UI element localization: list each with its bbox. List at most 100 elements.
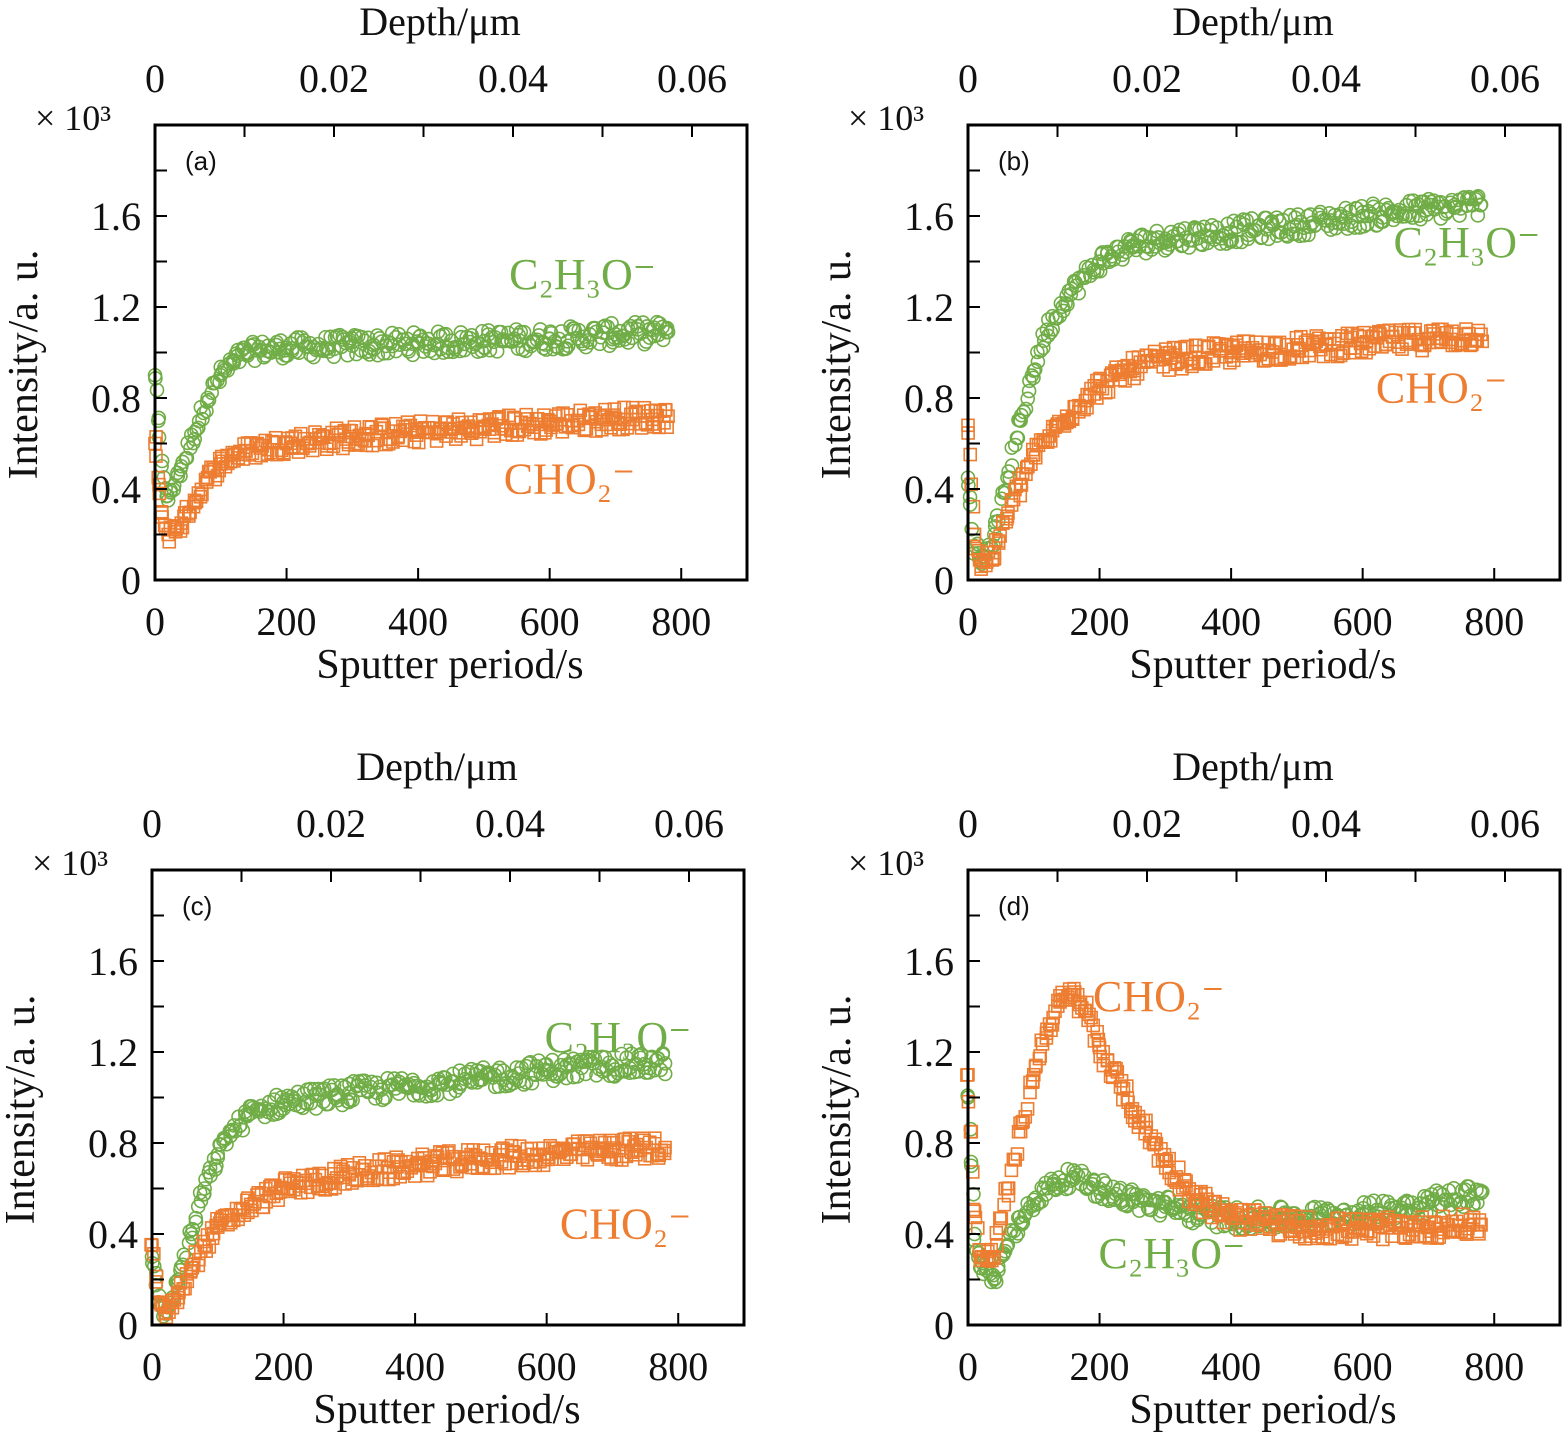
x-tick-label: 800 (1464, 1344, 1524, 1389)
data-point-square (1445, 324, 1459, 339)
data-point-circle (232, 1118, 247, 1134)
data-point-square (152, 477, 166, 492)
x-tick-label: 400 (1201, 1344, 1261, 1389)
x-tick-label: 200 (1070, 599, 1130, 644)
data-point-square (1223, 355, 1237, 370)
panel-label: (c) (182, 891, 212, 921)
panel-a: C₂H₃O⁻ CHO₂⁻ 0 0.4 0.8 1.2 1.6 0 200 400 600 800 0 0.… (1, 0, 749, 688)
data-point-circle (1031, 1195, 1047, 1211)
data-point-circle (318, 329, 333, 345)
data-point-circle (219, 1136, 234, 1152)
data-point-square (650, 1147, 665, 1161)
series-C2H3O (147, 314, 676, 508)
top-x-tick-label: 0.06 (1470, 801, 1540, 846)
data-point-square (1435, 322, 1449, 337)
data-point-circle (204, 385, 220, 400)
y-tick-label: 0.4 (91, 467, 141, 512)
data-point-square (996, 516, 1010, 530)
data-point-circle (504, 1068, 520, 1084)
data-point-circle (575, 336, 591, 352)
data-point-square (476, 1143, 491, 1158)
x-tick-label: 400 (388, 599, 448, 644)
data-point-square (208, 472, 223, 487)
data-point-square (1062, 414, 1077, 428)
data-point-square (333, 1162, 348, 1177)
data-point-circle (1021, 383, 1037, 399)
data-point-circle (179, 450, 195, 466)
data-point-circle (1098, 1176, 1113, 1191)
data-point-square (976, 553, 991, 568)
x-tick-label: 0 (958, 1344, 978, 1389)
data-point-circle (604, 316, 619, 331)
data-point-square (202, 1240, 217, 1254)
y-multiplier: × 10³ (32, 843, 108, 883)
y-tick-label: 1.6 (88, 939, 138, 984)
data-point-square (1264, 1211, 1279, 1226)
data-point-circle (465, 339, 481, 355)
data-point-square (1001, 1188, 1016, 1203)
data-point-circle (1452, 208, 1467, 223)
series-CHO2 (961, 322, 1490, 576)
data-point-square (365, 438, 380, 453)
data-point-square (205, 1231, 220, 1246)
data-point-circle (518, 343, 534, 359)
data-point-circle (1361, 203, 1376, 219)
data-point-square (436, 1163, 451, 1178)
data-point-square (1175, 362, 1189, 376)
data-point-square (1472, 1213, 1487, 1227)
y-multiplier: × 10³ (35, 98, 111, 138)
data-point-circle (1035, 340, 1051, 356)
y-tick-label: 0.8 (88, 1121, 138, 1166)
data-point-circle (354, 329, 370, 345)
data-point-circle (624, 1046, 639, 1061)
data-point-circle (1018, 401, 1034, 417)
data-point-square (997, 1197, 1011, 1212)
data-point-square (364, 420, 379, 435)
data-point-circle (1030, 354, 1046, 370)
data-point-square (1032, 1051, 1047, 1066)
data-point-circle (1111, 239, 1126, 255)
data-point-circle (1033, 343, 1049, 358)
data-point-square (964, 477, 979, 492)
data-point-square (603, 1133, 617, 1148)
data-point-square (963, 1125, 978, 1139)
data-point-square (1087, 1034, 1102, 1048)
data-point-square (167, 1293, 182, 1307)
data-point-circle (190, 420, 206, 436)
data-point-circle (273, 333, 288, 348)
data-point-circle (464, 1075, 480, 1090)
data-point-square (496, 1141, 510, 1156)
data-point-circle (1118, 1197, 1134, 1213)
data-point-circle (474, 343, 489, 359)
data-point-square (1333, 348, 1348, 363)
data-point-circle (659, 320, 675, 336)
data-point-circle (195, 411, 210, 427)
data-point-circle (1092, 263, 1108, 279)
series-CHO2 (144, 1131, 672, 1325)
data-point-square (469, 432, 484, 447)
series-label-C2H3O: C₂H₃O⁻ (545, 1013, 692, 1062)
data-point-square (1048, 1004, 1062, 1019)
top-x-tick-label: 0 (958, 801, 978, 846)
data-point-square (173, 524, 188, 538)
data-point-square (1470, 333, 1485, 347)
data-point-circle (563, 319, 578, 334)
data-point-circle (235, 1122, 251, 1138)
data-point-circle (185, 1230, 200, 1246)
data-point-square (658, 402, 673, 417)
top-x-tick-label: 0 (145, 56, 165, 101)
x-axis-title: Sputter period/s (313, 1387, 580, 1433)
data-point-square (210, 468, 225, 483)
data-point-square (151, 470, 166, 485)
data-point-circle (516, 1077, 532, 1092)
data-point-circle (149, 382, 165, 398)
data-point-square (999, 514, 1014, 529)
series-C2H3O (144, 1045, 673, 1324)
data-point-square (1001, 506, 1015, 520)
data-point-square (1281, 1210, 1296, 1224)
data-point-square (170, 1295, 185, 1310)
x-tick-label: 0 (142, 1344, 162, 1389)
data-point-circle (1114, 247, 1130, 263)
series-CHO2 (960, 981, 1488, 1268)
x-axis-title: Sputter period/s (1129, 1387, 1396, 1433)
